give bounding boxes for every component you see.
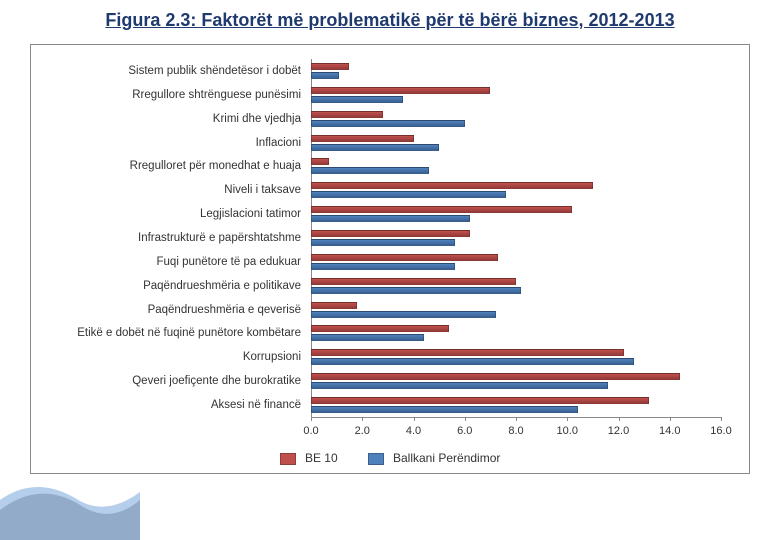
x-tick-mark xyxy=(414,417,415,421)
bar-be10 xyxy=(311,397,649,404)
bar-ballkani xyxy=(311,167,429,174)
bar-ballkani xyxy=(311,287,521,294)
category-label: Rregulloret për monedhat e huaja xyxy=(37,154,307,178)
category-label: Rregullore shtrënguese punësimi xyxy=(37,83,307,107)
bar-ballkani xyxy=(311,311,496,318)
bar-be10 xyxy=(311,254,498,261)
x-tick-mark xyxy=(362,417,363,421)
category-label: Niveli i taksave xyxy=(37,178,307,202)
bar-be10 xyxy=(311,373,680,380)
x-tick-label: 6.0 xyxy=(457,425,472,437)
category-label: Inflacioni xyxy=(37,131,307,155)
category-label: Aksesi në financë xyxy=(37,393,307,417)
bar-be10 xyxy=(311,349,624,356)
bar-be10 xyxy=(311,63,349,70)
category-label: Sistem publik shëndetësor i dobët xyxy=(37,59,307,83)
bar-ballkani xyxy=(311,96,403,103)
bar-ballkani xyxy=(311,72,339,79)
bar-be10 xyxy=(311,278,516,285)
x-tick-mark xyxy=(311,417,312,421)
legend-item-be10: BE 10 xyxy=(280,451,338,465)
bar-ballkani xyxy=(311,263,455,270)
bar-ballkani xyxy=(311,334,424,341)
x-tick-label: 0.0 xyxy=(303,425,318,437)
chart-title: Figura 2.3: Faktorët më problematikë për… xyxy=(0,0,780,35)
x-tick-label: 4.0 xyxy=(406,425,421,437)
bar-be10 xyxy=(311,111,383,118)
bar-be10 xyxy=(311,87,490,94)
bar-be10 xyxy=(311,135,414,142)
bar-ballkani xyxy=(311,406,578,413)
category-label: Krimi dhe vjedhja xyxy=(37,107,307,131)
category-label: Paqëndrueshmëria e politikave xyxy=(37,274,307,298)
x-tick-label: 10.0 xyxy=(557,425,578,437)
bar-ballkani xyxy=(311,382,608,389)
bar-ballkani xyxy=(311,120,465,127)
legend: BE 10 Ballkani Perëndimor xyxy=(31,451,749,465)
category-label: Korrupsioni xyxy=(37,345,307,369)
plot-area: 0.02.04.06.08.010.012.014.016.0 xyxy=(311,59,721,418)
category-label: Qeveri joefiçente dhe burokratike xyxy=(37,369,307,393)
x-tick-mark xyxy=(516,417,517,421)
bar-ballkani xyxy=(311,215,470,222)
x-tick-label: 2.0 xyxy=(355,425,370,437)
category-label: Legjislacioni tatimor xyxy=(37,202,307,226)
legend-item-ballkani: Ballkani Perëndimor xyxy=(368,451,501,465)
category-label: Infrastrukturë e papërshtatshme xyxy=(37,226,307,250)
x-tick-label: 12.0 xyxy=(608,425,629,437)
chart-container: 0.02.04.06.08.010.012.014.016.0 Sistem p… xyxy=(30,44,750,474)
x-tick-mark xyxy=(465,417,466,421)
bar-be10 xyxy=(311,230,470,237)
legend-label-be10: BE 10 xyxy=(305,451,338,465)
bar-be10 xyxy=(311,182,593,189)
bar-be10 xyxy=(311,302,357,309)
bar-ballkani xyxy=(311,144,439,151)
bar-ballkani xyxy=(311,358,634,365)
bar-ballkani xyxy=(311,191,506,198)
category-label: Etikë e dobët në fuqinë punëtore kombëta… xyxy=(37,322,307,346)
x-tick-mark xyxy=(670,417,671,421)
x-tick-mark xyxy=(619,417,620,421)
bar-be10 xyxy=(311,325,449,332)
x-tick-label: 8.0 xyxy=(508,425,523,437)
legend-label-ballkani: Ballkani Perëndimor xyxy=(393,451,500,465)
legend-swatch-ballkani xyxy=(368,453,384,465)
bar-be10 xyxy=(311,206,572,213)
x-tick-mark xyxy=(567,417,568,421)
category-label: Paqëndrueshmëria e qeverisë xyxy=(37,298,307,322)
legend-swatch-be10 xyxy=(280,453,296,465)
x-tick-label: 14.0 xyxy=(659,425,680,437)
bar-ballkani xyxy=(311,239,455,246)
category-label: Fuqi punëtore të pa edukuar xyxy=(37,250,307,274)
x-tick-mark xyxy=(721,417,722,421)
x-tick-label: 16.0 xyxy=(710,425,731,437)
corner-decoration xyxy=(0,470,140,540)
bar-be10 xyxy=(311,158,329,165)
